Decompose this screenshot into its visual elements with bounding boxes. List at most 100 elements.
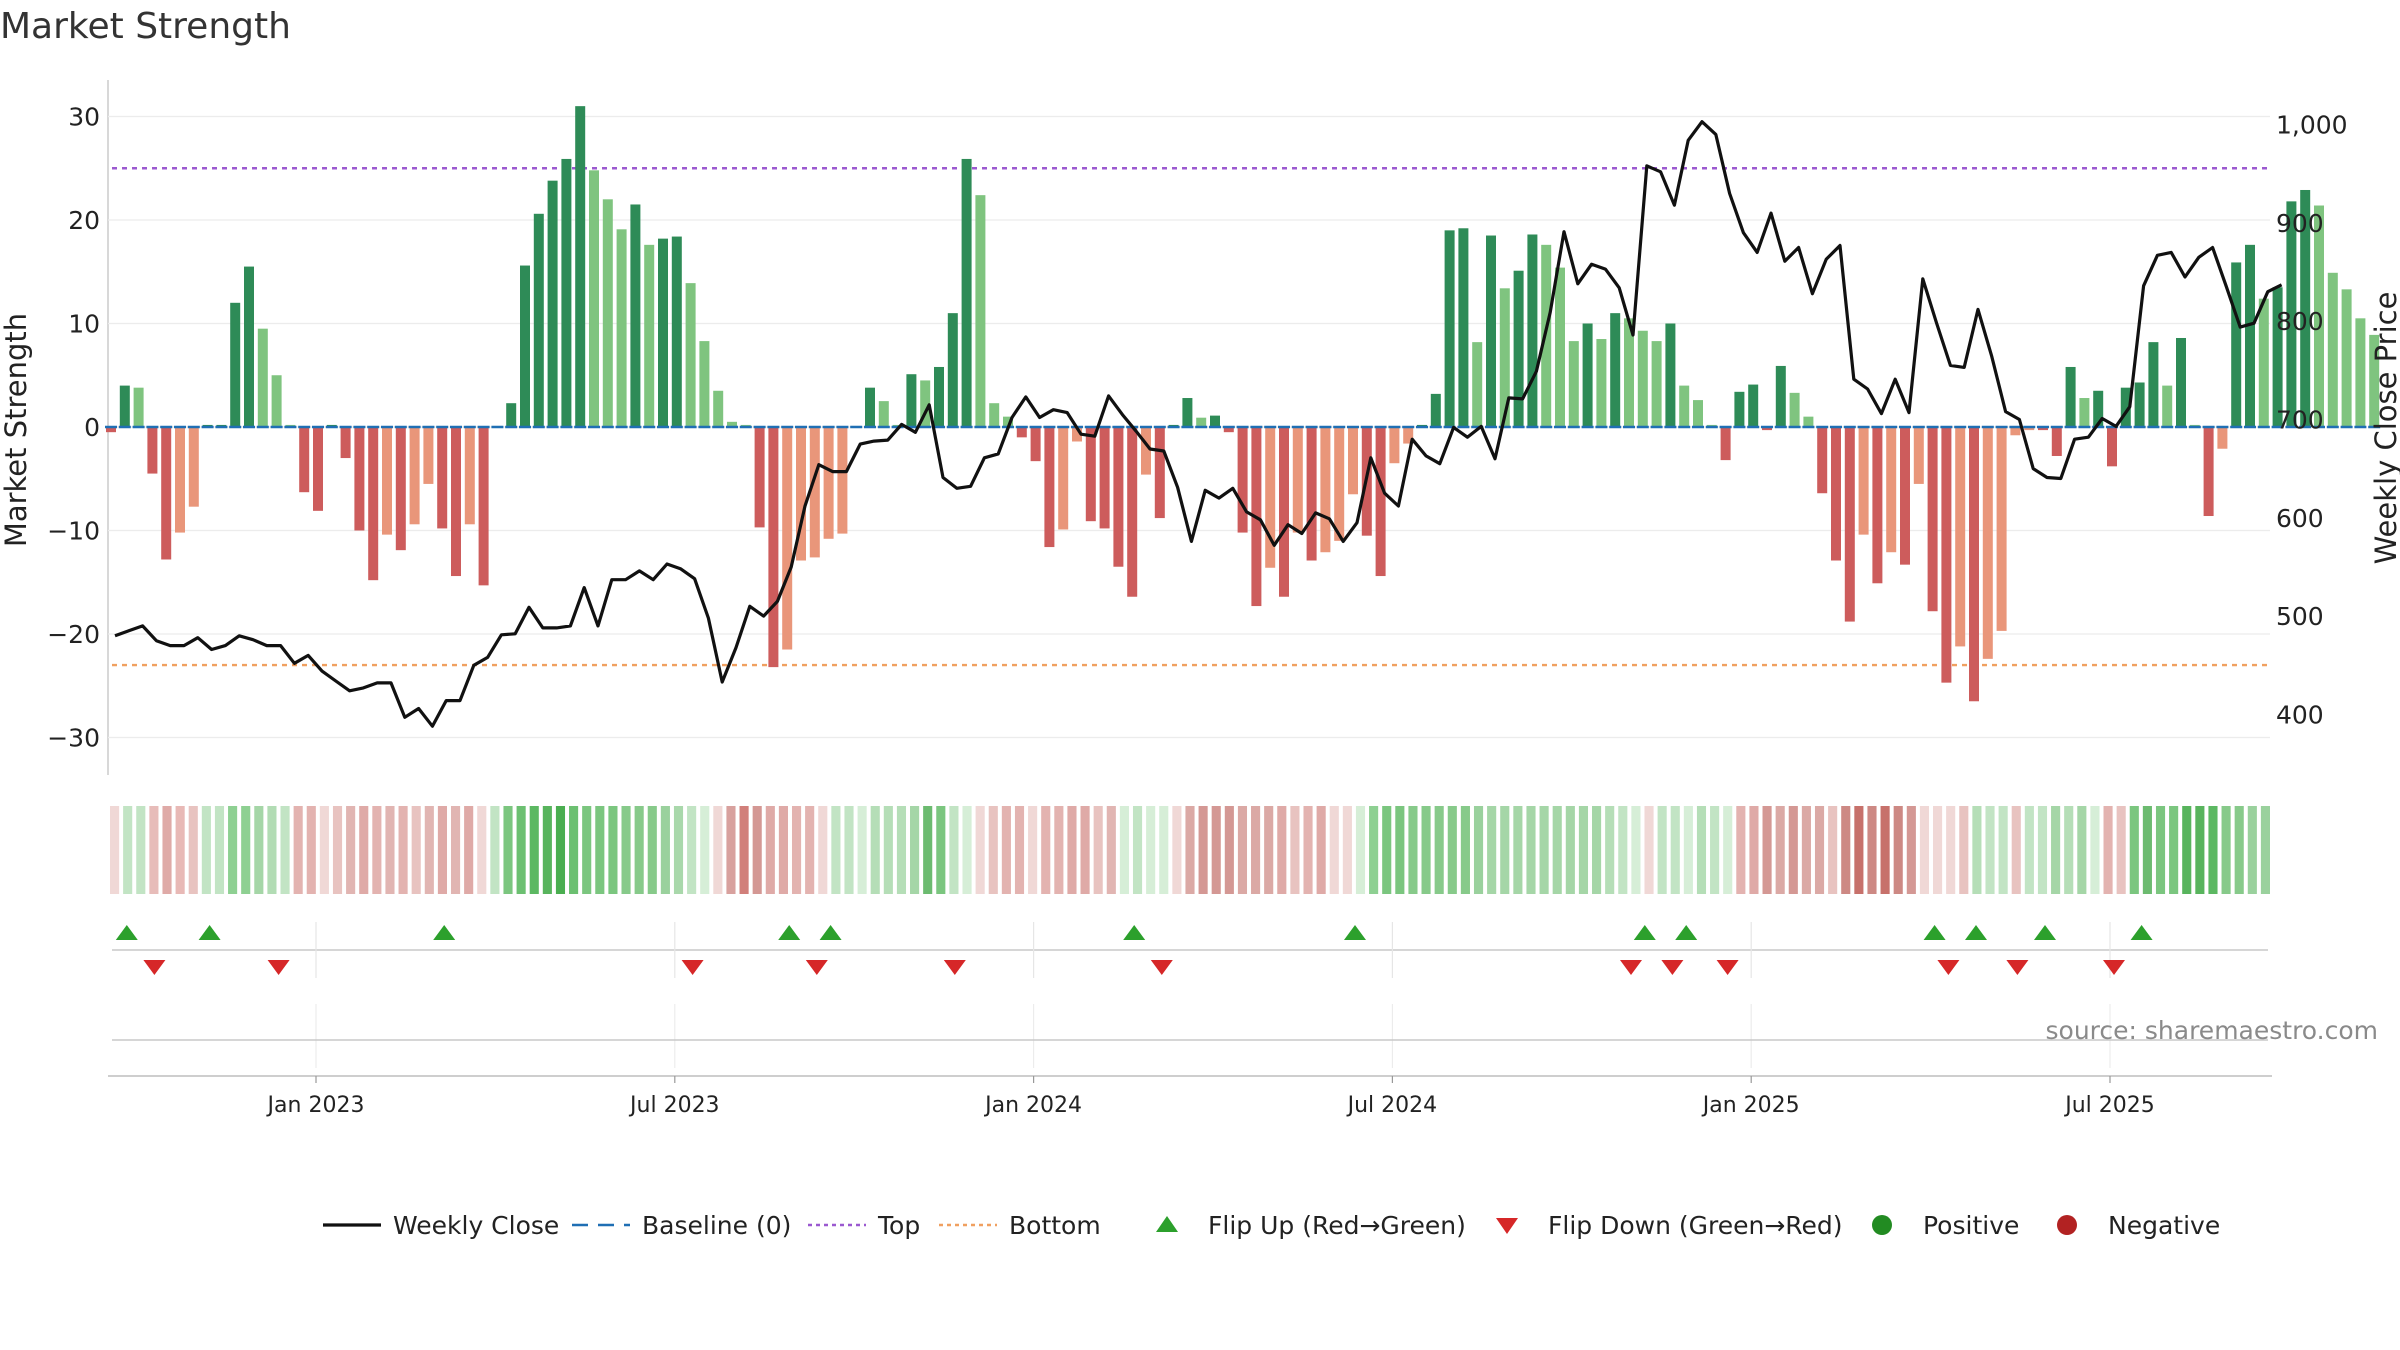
legend-item: Bottom [939,1211,1101,1240]
strip-cell [700,806,710,894]
strength-bar [2217,427,2228,449]
strength-bar [464,427,475,525]
right-tick-label: 900 [2276,209,2324,238]
strength-bar [244,266,254,427]
strength-bar [1292,427,1303,533]
strength-bar [119,385,130,427]
strip-cell [1841,806,1851,894]
strength-bar [506,403,517,427]
strip-cell [791,806,802,894]
strip-cell [1185,806,1195,894]
strip-cell [1369,806,1379,894]
strength-bar [1651,341,1662,427]
flip-up-marker [198,925,221,940]
flip-up-marker [2130,925,2153,940]
strength-bar [1430,393,1441,427]
legend-symbol [1156,1216,1178,1232]
strip-cell [778,806,788,894]
x-tick-label: Jan 2025 [1701,1093,1800,1118]
strength-bar [395,427,406,551]
strip-cell [1106,806,1116,894]
strip-cell [2182,806,2192,894]
strip-cell [1041,806,1051,894]
strength-bar [1237,427,1248,533]
legend-symbol [2057,1215,2077,1235]
strength-bar [713,390,724,427]
legend-label: Flip Up (Red→Green) [1208,1211,1466,1240]
strip-cell [162,806,172,894]
strip-cell [1434,806,1444,894]
strip-cell [1539,806,1549,894]
strength-bar [1596,339,1607,427]
strength-bar [1334,427,1345,541]
strength-bar [616,229,627,427]
strength-bar [1941,427,1952,683]
strength-bar [2300,189,2311,427]
strip-cell [1303,806,1313,894]
left-axis-label: Market Strength [0,313,33,547]
strip-cell [2051,806,2061,894]
strip-cell [529,806,539,894]
strip-cell [844,806,854,894]
strip-cell [2221,806,2231,894]
strip-cell [241,806,251,894]
x-tick-label: Jul 2024 [1346,1093,1438,1118]
strength-bar [2203,427,2214,517]
strip-cell [1487,806,1497,894]
strip-cell [805,806,815,894]
strength-bar [1265,427,1276,568]
strip-cell [1159,806,1169,894]
strip-cell [2169,806,2179,894]
right-tick-label: 700 [2276,406,2324,435]
strength-bar [1210,415,1220,427]
strength-bar [1527,234,1538,427]
strip-cell [2037,806,2048,894]
strip-cell [136,806,146,894]
strength-bar [1196,417,1207,427]
strip-cell [2260,806,2270,894]
legend-label: Baseline (0) [642,1211,791,1240]
strip-cell [595,806,605,894]
strip-cell [346,806,356,894]
strength-color-strip [110,806,2270,894]
strength-bar [1927,427,1938,612]
flip-up-marker [1633,925,1656,940]
strength-bar [313,427,323,511]
strength-bar [1223,427,1234,433]
strip-cell [857,806,867,894]
strength-bar [368,427,379,581]
strip-cell [2129,806,2139,894]
strip-cell [2116,806,2126,894]
strength-bar [1762,427,1772,431]
strip-cell [713,806,723,894]
strength-bar [589,170,599,427]
weekly-close-line [114,120,2283,728]
flip-down-marker [143,960,166,975]
strip-cell [2077,806,2087,894]
strength-bar [451,427,461,577]
strength-bar [2327,272,2338,427]
strength-bar [630,204,641,427]
strength-bars [106,106,2380,702]
strip-cell [1998,806,2008,894]
strip-cell [1683,806,1693,894]
legend-circle [2057,1215,2077,1235]
strength-bar [133,387,144,427]
strength-bar [1789,392,1800,427]
strength-bar [934,366,944,427]
strip-cell [516,806,526,894]
strength-bar [354,427,365,531]
strip-cell [1985,806,1995,894]
strip-cell [1565,806,1575,894]
strength-bar [1775,365,1786,427]
flip-up-marker [1123,925,1146,940]
strip-cell [1814,806,1825,894]
strip-cell [1224,806,1234,894]
strip-cell [1762,806,1772,894]
strength-bar [423,427,434,484]
strip-cell [1854,806,1864,894]
left-axis-ticks: 30 20 10 0 −10 −20 −30 [47,103,100,753]
strip-cell [1093,806,1103,894]
strip-cell [1972,806,1982,894]
strip-cell [1578,806,1589,894]
